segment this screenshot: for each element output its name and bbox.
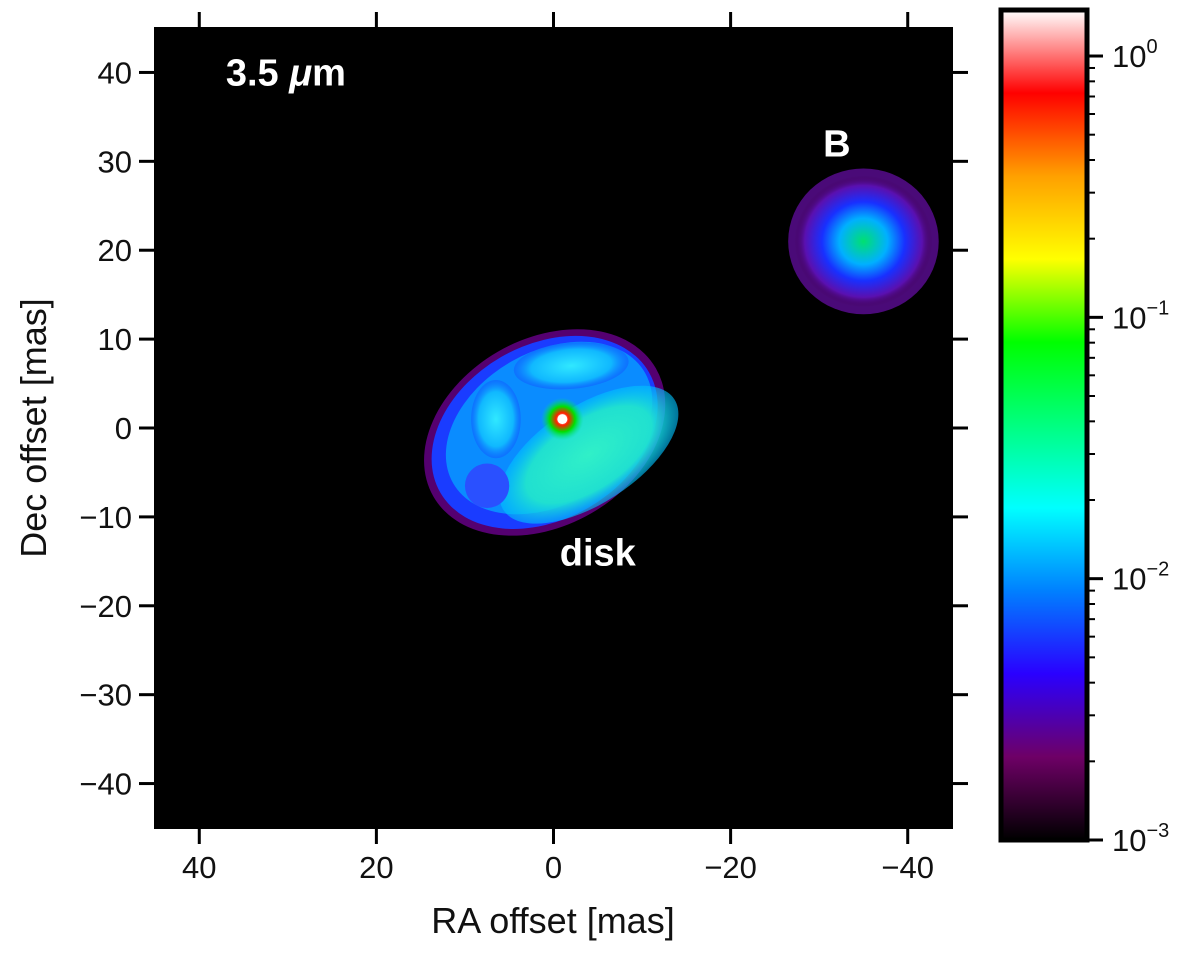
- colorbar: [998, 7, 1090, 843]
- x-tick-label: 40: [182, 850, 216, 885]
- y-tick-label: −30: [79, 678, 132, 713]
- colorbar-ticks: 100 10−1 10−2 10−3: [1087, 36, 1169, 858]
- y-tick-label: 10: [98, 322, 132, 357]
- disk-lower-left: [464, 463, 510, 508]
- x-tick-label: −20: [704, 850, 757, 885]
- disk-upper-arc: [513, 342, 629, 390]
- companion-b-label: B: [823, 124, 850, 166]
- disk-left-lobe: [471, 380, 521, 459]
- y-tick-label: −40: [79, 767, 132, 802]
- colorbar-tick-label: 10−2: [1112, 559, 1169, 597]
- y-tick-label: −10: [79, 500, 132, 535]
- x-tick-label: 20: [359, 850, 393, 885]
- y-axis-title: Dec offset [mas]: [13, 298, 54, 557]
- x-tick-label: −40: [881, 850, 934, 885]
- axes: 40 20 0 −20 −40 40 30 20 10 0 −10 −20 −30 −40: [79, 12, 968, 885]
- central-star-core: [557, 414, 568, 425]
- y-tick-label: 0: [115, 411, 132, 446]
- disk-label: disk: [560, 532, 637, 574]
- companion-b-core: [794, 175, 933, 308]
- colorbar-tick-label: 10−3: [1112, 820, 1169, 858]
- x-axis-title: RA offset [mas]: [431, 900, 674, 941]
- colorbar-tick-label: 10−1: [1112, 297, 1169, 335]
- y-tick-label: 40: [98, 55, 132, 90]
- y-tick-label: 30: [98, 144, 132, 179]
- y-tick-label: −20: [79, 589, 132, 624]
- colorbar-tick-label: 100: [1112, 36, 1158, 74]
- emission-layer: [424, 168, 939, 536]
- wavelength-label: 3.5 μm: [226, 52, 346, 94]
- disk-band: [499, 385, 679, 524]
- y-tick-label: 20: [98, 233, 132, 268]
- x-tick-label: 0: [545, 850, 562, 885]
